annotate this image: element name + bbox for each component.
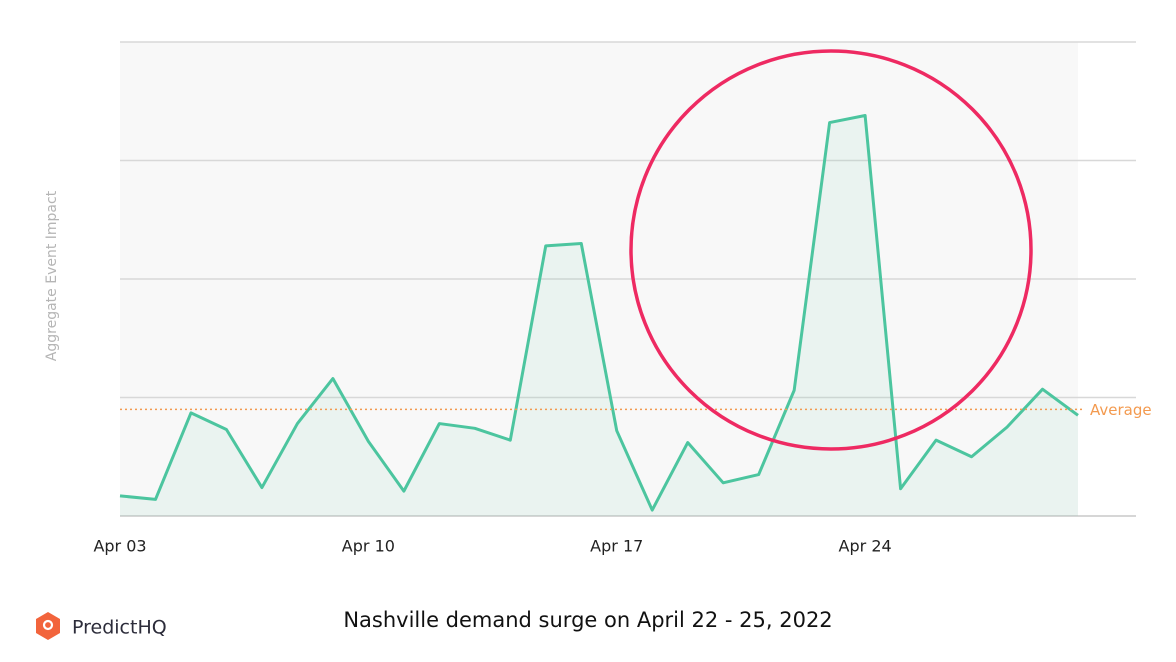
caption: Nashville demand surge on April 22 - 25,…: [343, 608, 832, 632]
x-tick-label: Apr 10: [342, 537, 395, 556]
highlight-circle: [629, 49, 1033, 451]
x-tick-label: Apr 03: [93, 537, 146, 556]
logo-icon-mark: [42, 619, 54, 631]
area: [120, 115, 1078, 516]
average-label: Average: [1090, 401, 1152, 419]
logo-icon: [36, 612, 60, 640]
line: [119, 113, 1079, 512]
logo-text: PredictHQ: [72, 617, 167, 639]
logo: PredictHQ: [36, 612, 167, 640]
y-axis-label: Aggregate Event Impact: [44, 190, 60, 361]
x-tick-label: Apr 24: [839, 537, 892, 556]
x-tick-label: Apr 17: [590, 537, 643, 556]
